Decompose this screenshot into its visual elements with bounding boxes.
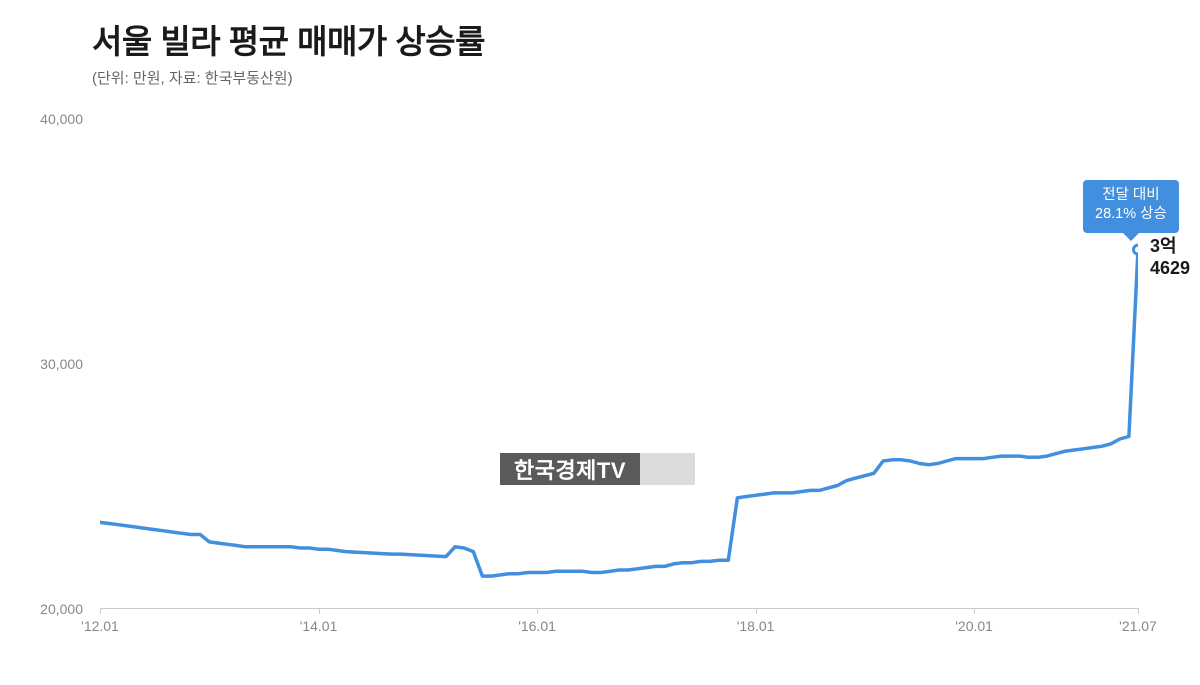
x-tick (319, 608, 320, 614)
x-tick-label: '21.07 (1119, 618, 1157, 634)
chart-area: 40,000 30,000 20,000 '12.01'14.01'16.01'… (40, 118, 1150, 628)
x-tick-label: '12.01 (81, 618, 119, 634)
callout-line-2: 28.1% 상승 (1095, 205, 1167, 225)
callout-line-1: 전달 대비 (1095, 186, 1167, 206)
end-value-label: 3억4629 (1150, 232, 1200, 279)
chart-title: 서울 빌라 평균 매매가 상승률 (92, 15, 485, 63)
watermark-logo: 한국경제TV (500, 453, 640, 485)
x-tick-label: '18.01 (737, 618, 775, 634)
watermark-box (640, 453, 695, 485)
x-tick-label: '20.01 (955, 618, 993, 634)
plot-region (100, 118, 1138, 608)
x-tick (974, 608, 975, 614)
chart-header: 서울 빌라 평균 매매가 상승률 (단위: 만원, 자료: 한국부동산원) (92, 15, 485, 88)
x-tick (756, 608, 757, 614)
y-tick-label: 30,000 (38, 356, 83, 372)
x-tick (100, 608, 101, 614)
x-tick-label: '16.01 (518, 618, 556, 634)
x-tick (1138, 608, 1139, 614)
x-tick (537, 608, 538, 614)
y-tick-label: 20,000 (38, 601, 83, 617)
x-axis-line (100, 608, 1138, 609)
x-tick-label: '14.01 (300, 618, 338, 634)
y-tick-label: 40,000 (38, 111, 83, 127)
callout-tooltip: 전달 대비 28.1% 상승 (1083, 180, 1179, 233)
end-marker (1134, 245, 1139, 254)
price-line (100, 250, 1138, 576)
chart-subtitle: (단위: 만원, 자료: 한국부동산원) (92, 67, 485, 88)
line-chart-svg (100, 118, 1138, 608)
